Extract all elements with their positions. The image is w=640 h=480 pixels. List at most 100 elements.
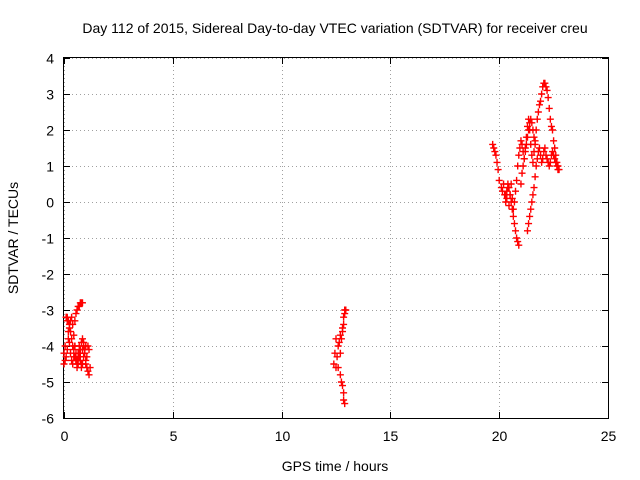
data-point bbox=[508, 205, 516, 213]
data-point bbox=[551, 155, 559, 163]
data-point bbox=[337, 378, 345, 386]
data-point bbox=[340, 389, 348, 397]
data-point bbox=[342, 306, 350, 314]
data-point bbox=[526, 212, 534, 220]
data-point bbox=[77, 364, 85, 372]
y-tick-label: 2 bbox=[46, 123, 54, 139]
data-point bbox=[70, 331, 78, 339]
y-tick-label: -5 bbox=[42, 375, 55, 391]
data-point bbox=[546, 115, 554, 123]
data-point bbox=[489, 140, 497, 148]
data-point bbox=[527, 205, 535, 213]
data-point bbox=[335, 338, 343, 346]
x-tick-label: 10 bbox=[275, 428, 291, 444]
data-point bbox=[503, 187, 511, 195]
data-point bbox=[528, 151, 536, 159]
data-point bbox=[553, 162, 561, 170]
y-tick-label: 0 bbox=[46, 195, 54, 211]
data-point bbox=[547, 122, 555, 130]
data-point bbox=[491, 148, 499, 156]
data-point bbox=[532, 162, 540, 170]
data-point bbox=[528, 119, 536, 127]
data-point bbox=[521, 148, 529, 156]
data-point bbox=[512, 187, 520, 195]
data-point bbox=[334, 364, 342, 372]
data-point bbox=[540, 148, 548, 156]
data-point bbox=[69, 342, 77, 350]
data-point bbox=[336, 349, 344, 357]
data-point bbox=[339, 382, 347, 390]
data-point bbox=[341, 400, 349, 408]
data-point bbox=[531, 140, 539, 148]
data-point bbox=[497, 184, 505, 192]
data-point bbox=[61, 342, 69, 350]
data-point bbox=[544, 94, 552, 102]
data-point bbox=[85, 371, 93, 379]
data-point bbox=[493, 158, 501, 166]
data-point bbox=[71, 317, 79, 325]
data-point bbox=[63, 346, 71, 354]
data-point bbox=[550, 151, 558, 159]
data-point bbox=[330, 360, 338, 368]
x-tick-label: 5 bbox=[170, 428, 178, 444]
data-point bbox=[490, 144, 498, 152]
data-point bbox=[72, 310, 80, 318]
y-tick-label: -3 bbox=[42, 303, 55, 319]
data-point bbox=[545, 162, 553, 170]
data-point bbox=[541, 144, 549, 152]
data-point bbox=[552, 158, 560, 166]
data-point bbox=[80, 353, 88, 361]
data-point bbox=[554, 166, 562, 174]
data-point bbox=[519, 162, 527, 170]
x-tick-label: 20 bbox=[492, 428, 508, 444]
data-point bbox=[514, 238, 522, 246]
chart-title: Day 112 of 2015, Sidereal Day-to-day VTE… bbox=[82, 20, 587, 36]
x-tick-label: 0 bbox=[61, 428, 69, 444]
data-point bbox=[537, 97, 545, 105]
data-point bbox=[64, 317, 72, 325]
data-point bbox=[60, 360, 68, 368]
y-tick-label: 1 bbox=[46, 159, 54, 175]
y-tick-label: -1 bbox=[42, 231, 55, 247]
data-point bbox=[507, 198, 515, 206]
data-point bbox=[551, 144, 559, 152]
data-point bbox=[520, 155, 528, 163]
data-point bbox=[515, 151, 523, 159]
data-point bbox=[62, 353, 70, 361]
data-point bbox=[538, 158, 546, 166]
data-point bbox=[528, 198, 536, 206]
data-point bbox=[78, 299, 86, 307]
y-tick-label: -6 bbox=[42, 411, 55, 427]
data-point bbox=[68, 335, 76, 343]
data-point bbox=[549, 148, 557, 156]
data-point bbox=[508, 194, 516, 202]
data-point bbox=[84, 367, 92, 375]
data-point bbox=[505, 202, 513, 210]
data-point bbox=[509, 212, 517, 220]
data-point bbox=[517, 137, 525, 145]
data-point bbox=[340, 396, 348, 404]
data-point bbox=[543, 86, 551, 94]
data-point bbox=[63, 313, 71, 321]
data-point bbox=[495, 176, 503, 184]
data-point bbox=[75, 349, 83, 357]
data-point bbox=[535, 101, 543, 109]
data-point bbox=[494, 166, 502, 174]
data-point bbox=[333, 353, 341, 361]
data-point bbox=[517, 180, 525, 188]
data-point bbox=[505, 184, 513, 192]
data-point bbox=[510, 220, 518, 228]
x-tick-label: 25 bbox=[601, 428, 617, 444]
data-point bbox=[530, 133, 538, 141]
data-points bbox=[60, 79, 563, 408]
data-point bbox=[75, 302, 83, 310]
data-point bbox=[339, 324, 347, 332]
y-tick-label: 4 bbox=[46, 51, 54, 67]
x-axis-label: GPS time / hours bbox=[282, 458, 389, 474]
data-point bbox=[523, 122, 531, 130]
y-tick-label: 3 bbox=[46, 87, 54, 103]
data-point bbox=[340, 313, 348, 321]
data-point bbox=[527, 115, 535, 123]
data-point bbox=[529, 158, 537, 166]
data-point bbox=[60, 349, 68, 357]
